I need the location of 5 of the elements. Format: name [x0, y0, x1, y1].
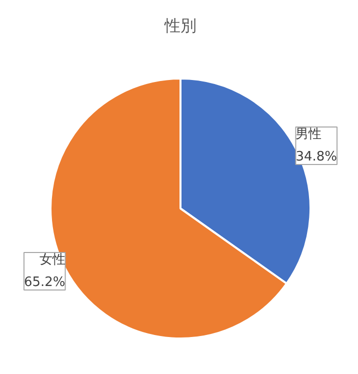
chart-title: 性別: [164, 16, 196, 35]
slice-label: 女性: [39, 252, 66, 268]
data-label: 34.8%: [296, 150, 338, 165]
slice-label: 男性: [296, 127, 322, 142]
data-label: 65.2%: [24, 274, 66, 290]
